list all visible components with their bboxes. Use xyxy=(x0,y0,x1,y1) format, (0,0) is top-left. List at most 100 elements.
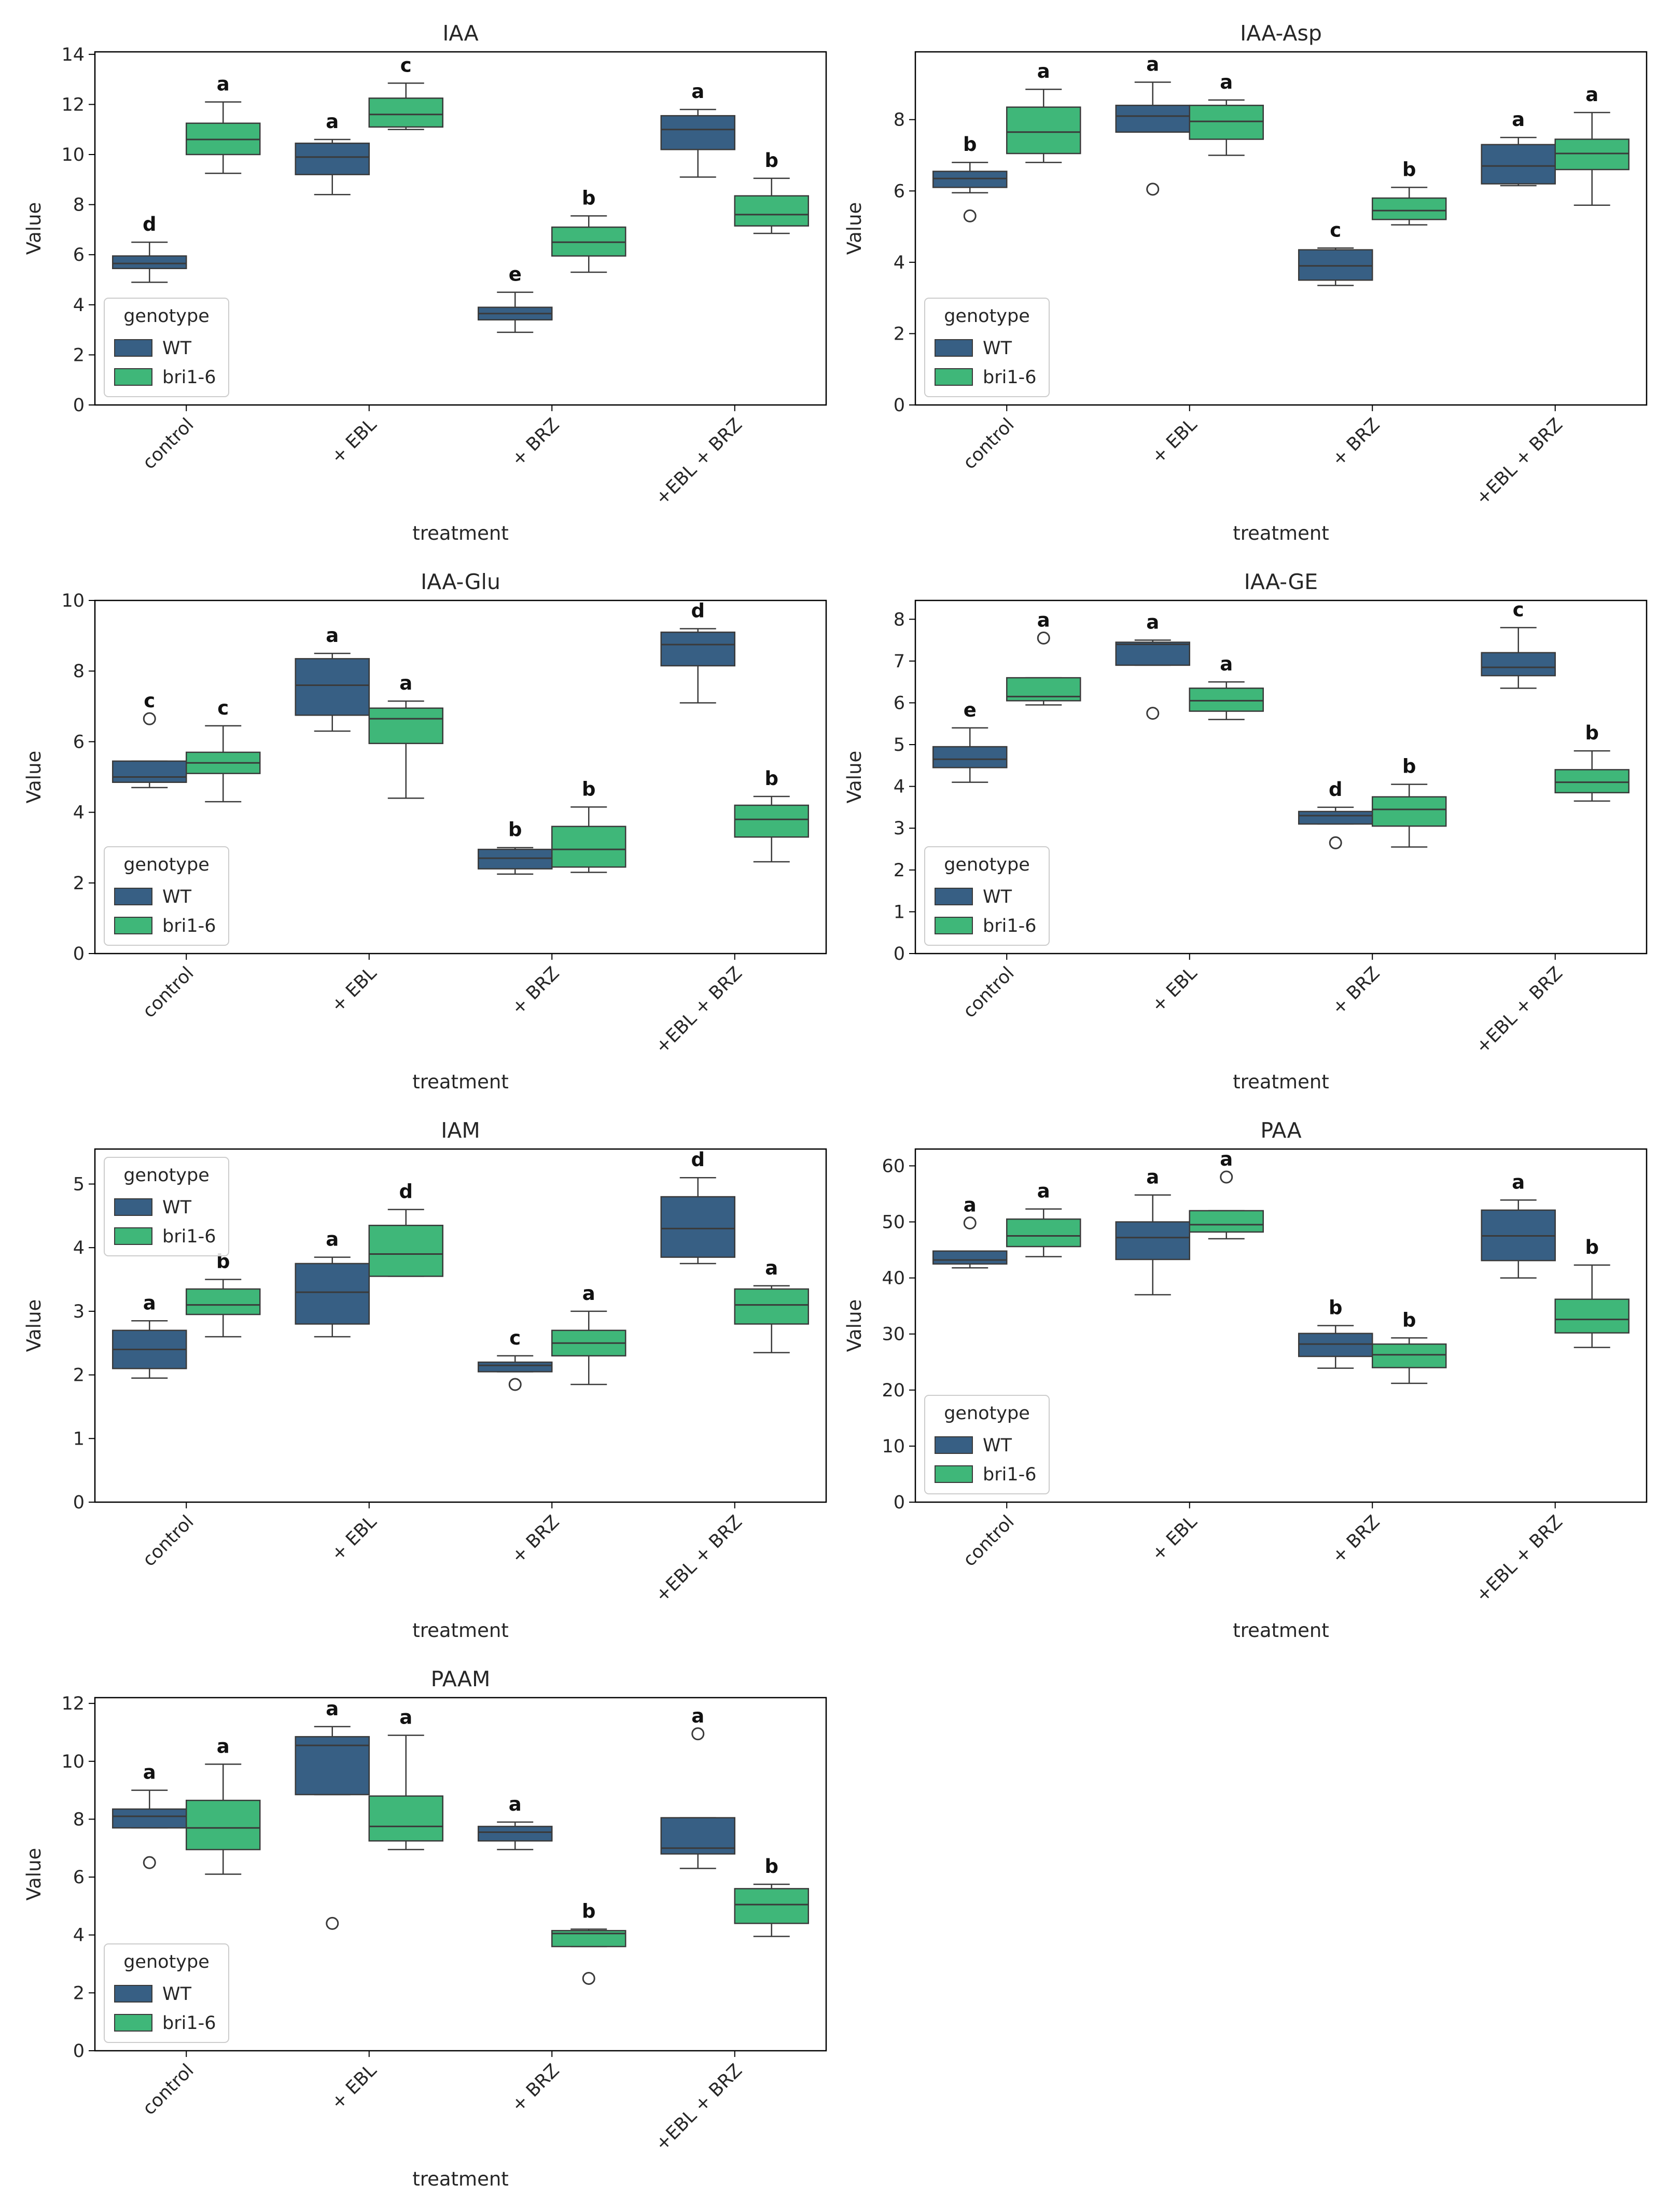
box-WT-0: d xyxy=(112,213,187,283)
legend-label-bri1-6: bri1-6 xyxy=(983,367,1037,388)
y-tick-label: 10 xyxy=(882,1436,905,1457)
iqr-box xyxy=(368,97,443,128)
iqr-box xyxy=(734,804,809,838)
y-tick-label: 0 xyxy=(73,1492,85,1513)
box-bri1-6-2: b xyxy=(1372,755,1447,848)
plot-frame xyxy=(94,51,827,406)
legend-title: genotype xyxy=(123,306,210,327)
legend-swatch-WT xyxy=(114,1198,152,1216)
box-bri1-6-0: c xyxy=(186,697,261,803)
box-WT-1: a xyxy=(295,1698,370,1930)
legend-swatch-bri1-6 xyxy=(935,1465,973,1483)
y-tick-label: 10 xyxy=(61,591,85,611)
y-tick-label: 6 xyxy=(73,1867,85,1888)
outlier-point xyxy=(963,1216,977,1230)
box-bri1-6-0: a xyxy=(186,73,261,174)
legend-title: genotype xyxy=(944,1403,1030,1424)
series-bri1-6: a a b a xyxy=(1006,60,1629,226)
x-tick-label: +EBL + BRZ xyxy=(651,963,746,1058)
legend-title: genotype xyxy=(944,306,1030,327)
significance-letter: c xyxy=(217,697,229,719)
y-axis-label: Value xyxy=(843,202,866,255)
panel-paa: PAA 0 10 20 30 40 50 60 Value control + EBL + BRZ +E… xyxy=(843,1118,1648,1642)
iqr-box xyxy=(1115,104,1190,133)
significance-letter: a xyxy=(1146,611,1159,634)
legend-swatch-bri1-6 xyxy=(935,917,973,934)
outlier-point xyxy=(1220,1170,1233,1184)
significance-letter: d xyxy=(143,213,157,235)
significance-letter: a xyxy=(691,80,704,103)
chart-title: PAAM xyxy=(431,1667,491,1691)
significance-letter: d xyxy=(691,599,705,622)
y-tick-label: 10 xyxy=(61,145,85,165)
y-tick-label: 4 xyxy=(73,1238,85,1258)
x-tick-label: + EBL xyxy=(327,963,381,1017)
significance-letter: a xyxy=(509,1793,522,1815)
y-tick-label: 7 xyxy=(894,651,905,672)
iqr-box xyxy=(551,825,626,868)
outlier-point xyxy=(1146,707,1160,720)
x-tick-label: + EBL xyxy=(1148,414,1202,468)
y-axis-label: Value xyxy=(23,1848,45,1901)
box-WT-0: a xyxy=(112,1761,187,1869)
iqr-box xyxy=(1115,641,1190,666)
outlier-point xyxy=(1146,183,1160,196)
significance-letter: a xyxy=(1220,1148,1233,1170)
box-bri1-6-0: a xyxy=(1006,60,1081,163)
iqr-box xyxy=(368,1224,443,1277)
y-tick-label: 5 xyxy=(894,735,905,755)
x-axis-label: treatment xyxy=(412,1619,509,1642)
box-bri1-6-3: b xyxy=(734,1855,809,1937)
significance-letter: a xyxy=(1512,108,1525,131)
y-tick-label: 6 xyxy=(894,181,905,202)
iqr-box xyxy=(932,1250,1008,1265)
x-tick-label: +EBL + BRZ xyxy=(1472,414,1567,509)
box-WT-1: a xyxy=(295,1228,370,1338)
x-tick-label: + BRZ xyxy=(508,963,564,1019)
x-tick-label: + EBL xyxy=(1148,963,1202,1017)
series-bri1-6: a a b b xyxy=(1006,1148,1629,1384)
iqr-box xyxy=(186,1288,261,1315)
significance-letter: b xyxy=(508,819,522,841)
box-bri1-6-3: b xyxy=(734,149,809,234)
y-tick-label: 8 xyxy=(894,609,905,630)
y-tick-label: 8 xyxy=(894,110,905,131)
legend-title: genotype xyxy=(123,1952,210,1972)
legend-swatch-WT xyxy=(114,339,152,357)
x-axis-label: treatment xyxy=(412,522,509,544)
iqr-box xyxy=(1554,138,1629,171)
significance-letter: a xyxy=(399,672,412,694)
x-tick-label: control xyxy=(959,963,1019,1022)
legend-label-WT: WT xyxy=(983,338,1012,359)
chart-title: IAA-GE xyxy=(1244,569,1318,594)
box-WT-3: a xyxy=(660,80,735,178)
significance-letter: b xyxy=(582,1900,596,1923)
y-tick-label: 0 xyxy=(73,944,85,964)
significance-letter: c xyxy=(144,690,155,712)
significance-letter: b xyxy=(1585,1236,1599,1258)
box-WT-3: c xyxy=(1481,598,1556,689)
series-WT: a a a a xyxy=(112,1698,735,1930)
x-tick-label: + EBL xyxy=(1148,1511,1202,1565)
box-bri1-6-1: a xyxy=(368,672,443,799)
series-WT: c a b d xyxy=(112,599,735,875)
significance-letter: c xyxy=(1330,219,1341,241)
significance-letter: b xyxy=(1402,1309,1416,1331)
box-bri1-6-2: b xyxy=(551,1900,626,1985)
chart-title: IAA xyxy=(442,21,478,46)
legend-label-bri1-6: bri1-6 xyxy=(983,1464,1037,1485)
chart-title: IAM xyxy=(441,1118,480,1143)
y-tick-label: 6 xyxy=(894,693,905,713)
significance-letter: c xyxy=(509,1327,521,1349)
legend-label-WT: WT xyxy=(983,1435,1012,1456)
box-WT-2: c xyxy=(478,1327,553,1391)
significance-letter: a xyxy=(143,1761,156,1784)
box-WT-1: a xyxy=(1115,1166,1190,1296)
legend-label-bri1-6: bri1-6 xyxy=(162,367,216,388)
x-axis-label: treatment xyxy=(1233,1071,1329,1093)
x-tick-label: + BRZ xyxy=(508,1511,564,1567)
plot-frame xyxy=(94,1148,827,1503)
box-WT-1: a xyxy=(295,110,370,195)
legend-label-WT: WT xyxy=(162,1984,192,2005)
